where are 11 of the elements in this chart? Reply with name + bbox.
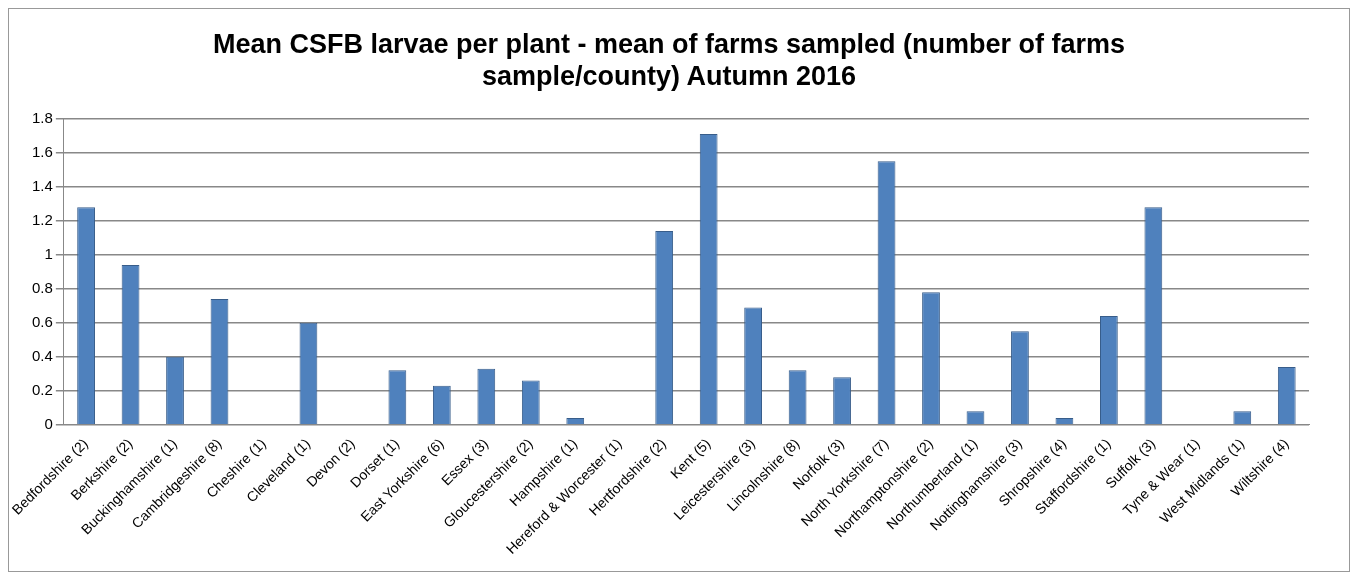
y-tick-label: 1.6 xyxy=(31,142,53,160)
y-tick-label: 1.4 xyxy=(31,176,53,194)
y-tick-label: 1.8 xyxy=(31,108,53,126)
y-tick-label: 1 xyxy=(44,244,53,262)
y-tick-label: 0.8 xyxy=(31,278,53,296)
y-tick-label: 0 xyxy=(44,414,53,432)
y-tick-label: 0.6 xyxy=(31,312,53,330)
y-tick-label: 0.4 xyxy=(31,346,53,364)
y-tick-label: 0.2 xyxy=(31,380,53,398)
chart-title: Mean CSFB larvae per plant - mean of farms sampled (number of farms sample/county) Autumn 2016 xyxy=(212,28,1126,92)
y-tick-label: 1.2 xyxy=(31,210,53,228)
